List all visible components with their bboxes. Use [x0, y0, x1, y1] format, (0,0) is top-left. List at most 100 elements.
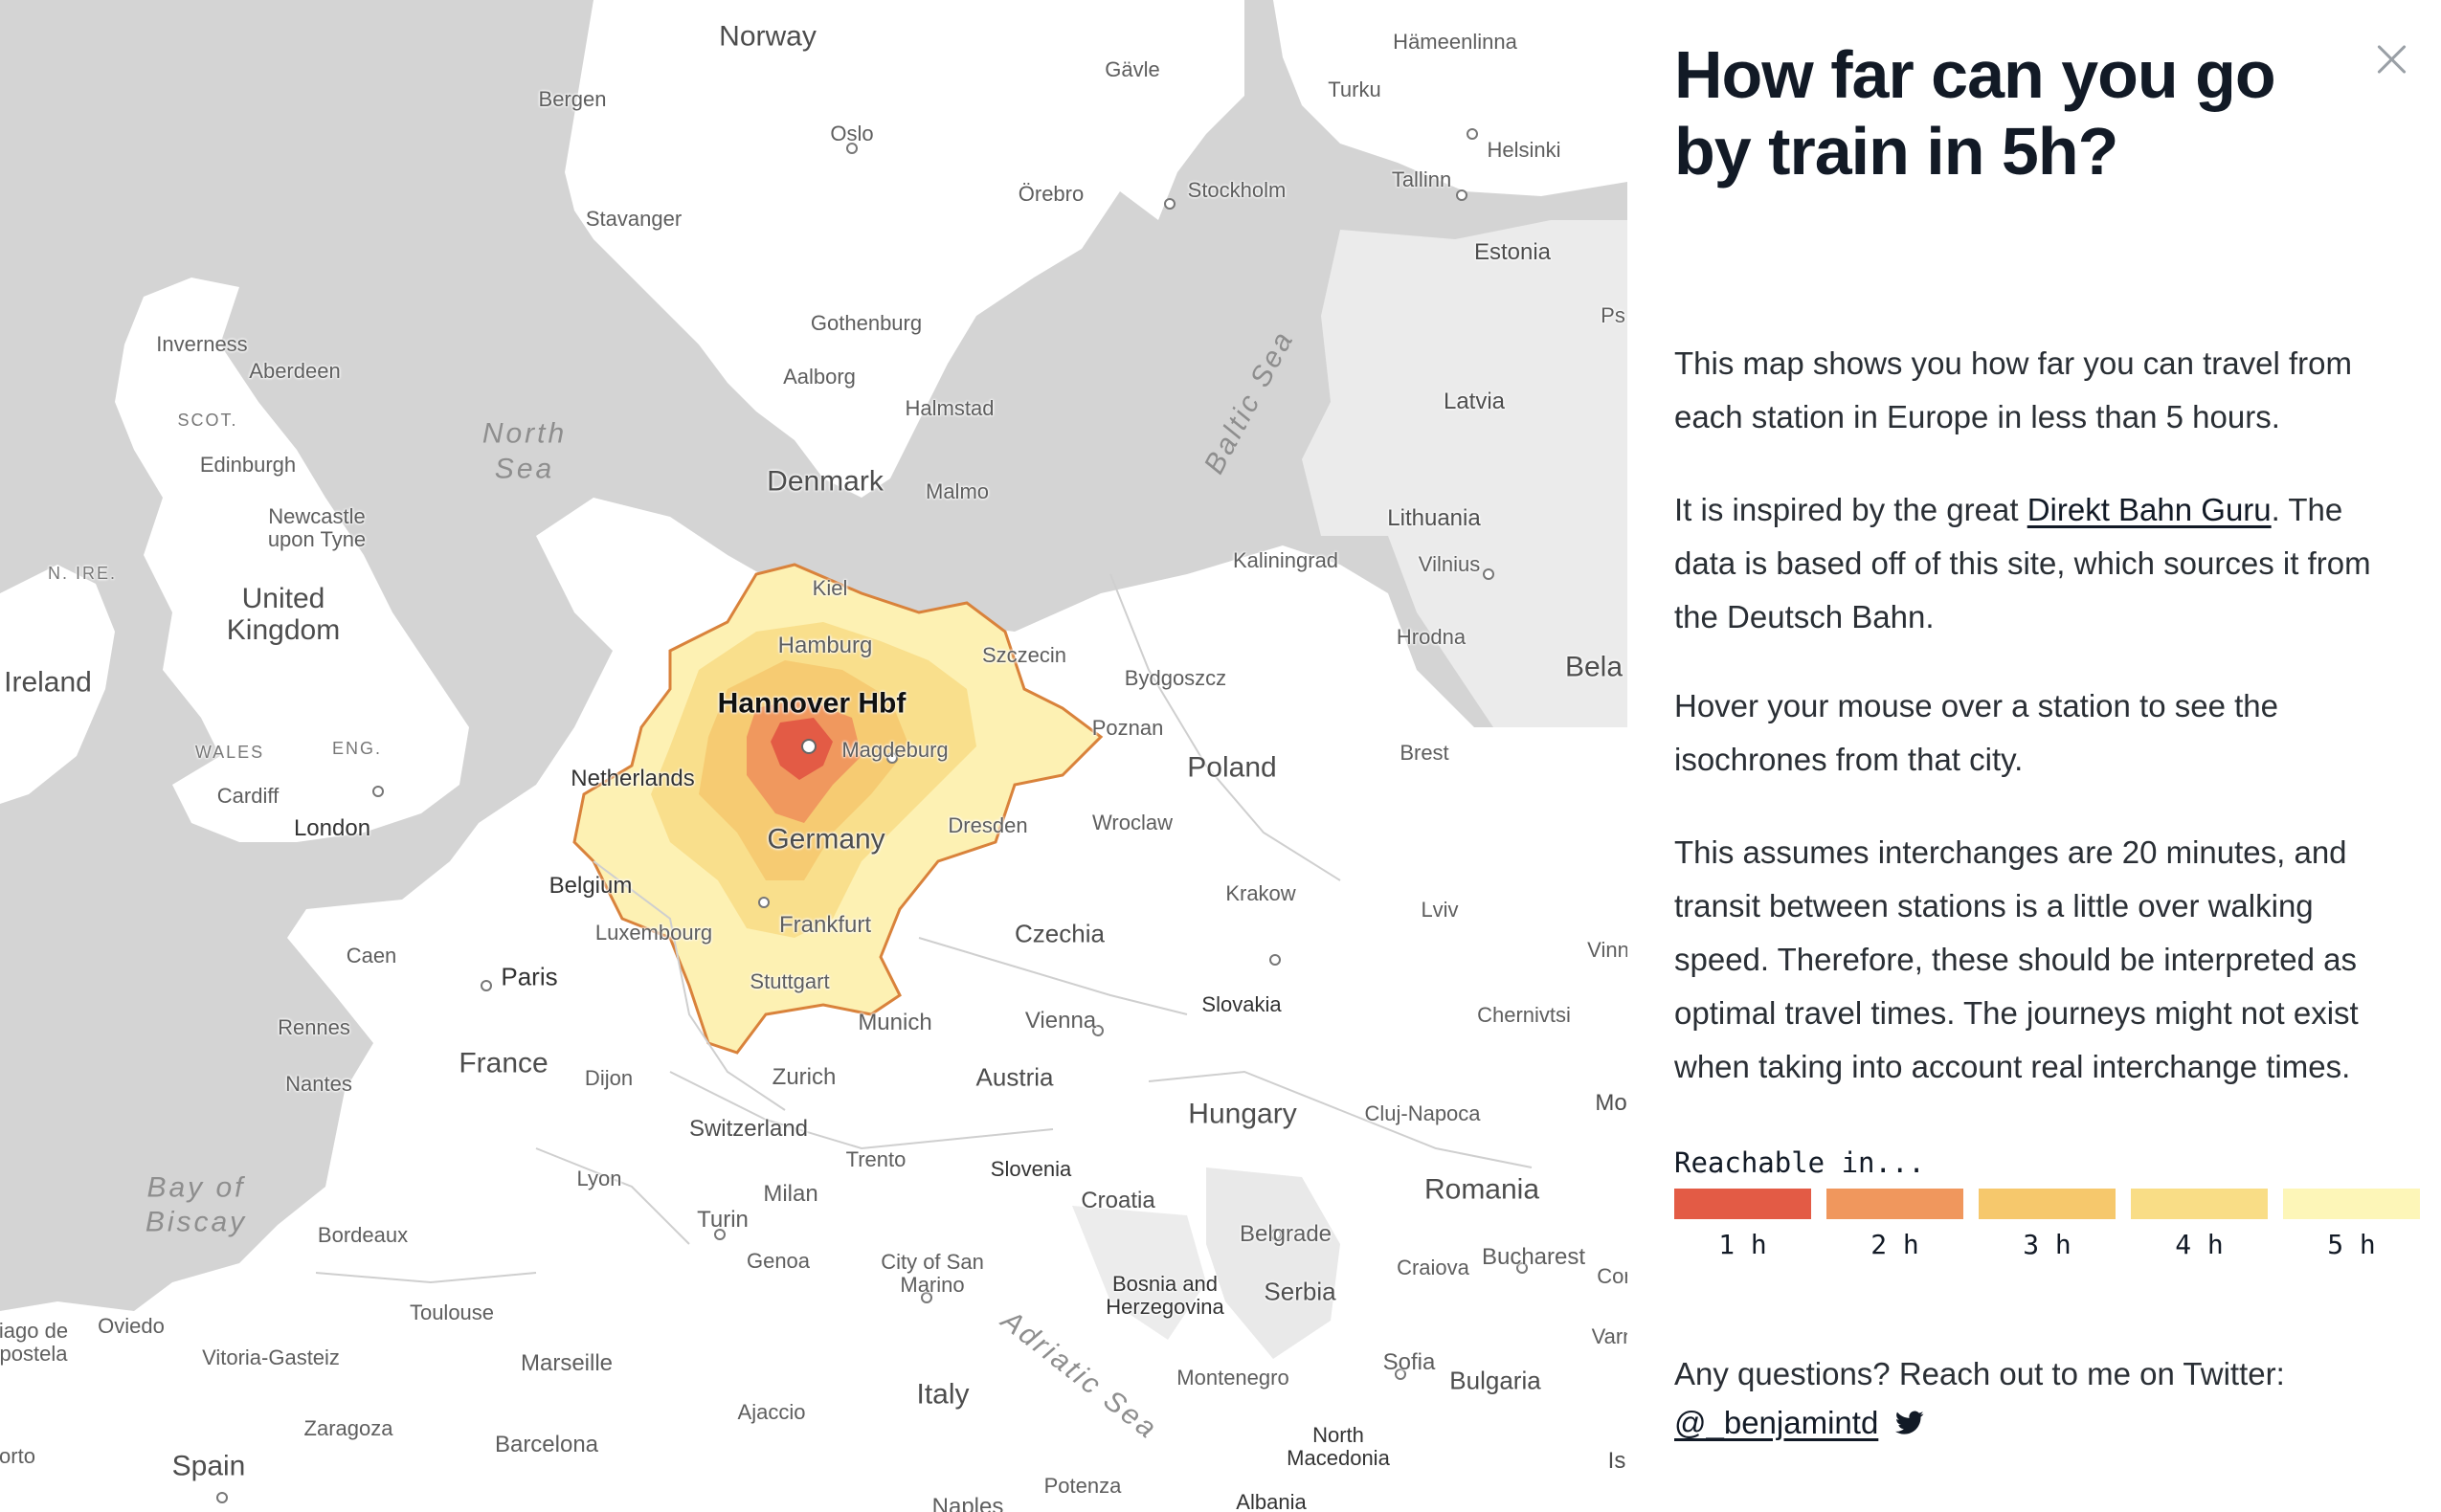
legend-swatch [1979, 1189, 2116, 1219]
label-inverness: Inverness [156, 331, 248, 356]
label-orto: orto [0, 1443, 35, 1468]
twitter-row: @_benjamintd [1674, 1405, 1924, 1441]
label-hameenlinna: Hämeenlinna [1393, 29, 1517, 54]
label-selected-station[interactable]: Hannover Hbf [717, 687, 907, 720]
label-lithuania: Lithuania [1387, 504, 1481, 531]
label-scot: SCOT. [177, 411, 238, 431]
land-bosnia [1072, 1206, 1206, 1340]
label-helsinki: Helsinki [1487, 137, 1561, 162]
label-north-sea-1: North [481, 417, 568, 450]
label-kiel: Kiel [812, 575, 848, 600]
label-stockholm: Stockholm [1187, 177, 1287, 202]
hannover-marker [801, 739, 817, 754]
legend-item-4h: 4 h [2131, 1189, 2268, 1260]
legend-label: 4 h [2175, 1229, 2224, 1260]
label-barcelona: Barcelona [494, 1431, 599, 1457]
land-britain [115, 278, 469, 842]
label-austria: Austria [975, 1062, 1054, 1092]
intro-text: This map shows you how far you can trave… [1674, 345, 2352, 434]
label-turku: Turku [1328, 77, 1381, 101]
label-poland: Poland [1187, 751, 1277, 784]
label-czechia: Czechia [1015, 919, 1105, 948]
map-canvas[interactable]: Norway Bergen Oslo Stavanger Gävle Örebr… [0, 0, 1627, 1512]
label-santiago: iago de postela [0, 1318, 69, 1366]
twitter-handle-link[interactable]: @_benjamintd [1674, 1405, 1879, 1440]
label-bela: Bela [1564, 651, 1624, 683]
label-stuttgart: Stuttgart [750, 968, 830, 993]
label-vitoria: Vitoria-Gasteiz [202, 1345, 340, 1369]
label-north-macedonia: North Macedonia [1287, 1422, 1390, 1470]
legend-label: 2 h [1870, 1229, 1919, 1260]
label-albania: Albania [1236, 1489, 1307, 1512]
legend-item-1h: 1 h [1674, 1189, 1811, 1260]
label-magdeburg: Magdeburg [841, 737, 949, 762]
isochrone-layers [572, 563, 1104, 1055]
label-genoa: Genoa [746, 1248, 811, 1273]
label-cardiff: Cardiff [216, 783, 280, 808]
label-ajaccio: Ajaccio [737, 1399, 806, 1424]
label-marseille: Marseille [520, 1349, 614, 1376]
land-ireland [0, 565, 115, 804]
label-north-sea-2: Sea [494, 453, 555, 485]
label-naples: Naples [931, 1493, 1004, 1512]
label-london: London [293, 814, 371, 841]
label-oviedo: Oviedo [98, 1313, 165, 1338]
label-estonia: Estonia [1473, 238, 1552, 265]
label-germany: Germany [767, 823, 885, 856]
label-craiova: Craiova [1397, 1255, 1469, 1279]
label-romania: Romania [1423, 1173, 1540, 1206]
label-bay-of: Bay of [146, 1171, 246, 1204]
label-wroclaw: Wroclaw [1092, 810, 1173, 834]
label-brest: Brest [1400, 740, 1449, 765]
assumptions-text: This assumes interchanges are 20 minutes… [1674, 834, 2359, 1084]
label-ireland: Ireland [4, 666, 92, 699]
label-newcastle: Newcastle upon Tyne [267, 503, 367, 551]
label-halmstad: Halmstad [905, 395, 995, 420]
land-scandinavia [565, 0, 1244, 498]
label-cor: Cor [1597, 1263, 1627, 1288]
label-bulgaria: Bulgaria [1449, 1366, 1541, 1395]
close-button[interactable] [2370, 38, 2414, 82]
label-aalborg: Aalborg [783, 364, 856, 389]
label-bucharest: Bucharest [1481, 1243, 1586, 1270]
label-zaragoza: Zaragoza [303, 1415, 393, 1440]
label-gavle: Gävle [1105, 56, 1160, 81]
label-turin: Turin [697, 1206, 749, 1233]
label-munich: Munich [858, 1009, 932, 1035]
direkt-bahn-guru-link[interactable]: Direkt Bahn Guru [2027, 492, 2272, 527]
label-slovakia: Slovakia [1201, 991, 1282, 1016]
legend-swatch [1826, 1189, 1963, 1219]
twitter-bird-icon[interactable] [1895, 1411, 1924, 1435]
legend-label: 1 h [1718, 1229, 1767, 1260]
label-chernivtsi: Chernivtsi [1477, 1002, 1571, 1027]
label-mo: Mo [1595, 1089, 1627, 1116]
label-latvia: Latvia [1443, 388, 1506, 414]
label-croatia: Croatia [1081, 1187, 1155, 1213]
inspired-suffix: . The data is based off of this site, wh… [1674, 492, 2371, 634]
label-vinn: Vinn [1587, 937, 1627, 962]
label-nantes: Nantes [285, 1071, 352, 1096]
label-france: France [459, 1047, 549, 1079]
legend-item-5h: 5 h [2283, 1189, 2420, 1260]
label-norway: Norway [719, 20, 817, 53]
land-baltics [1302, 220, 1627, 727]
label-hungary: Hungary [1188, 1098, 1297, 1130]
label-vienna: Vienna [1024, 1007, 1097, 1034]
label-wales: WALES [194, 743, 265, 763]
label-varn: Varn [1591, 1323, 1627, 1348]
label-kaliningrad: Kaliningrad [1232, 547, 1339, 572]
label-eng: ENG. [331, 739, 383, 759]
label-montenegro: Montenegro [1176, 1365, 1289, 1390]
label-hamburg: Hamburg [777, 632, 873, 658]
legend-label: 5 h [2327, 1229, 2376, 1260]
label-trento: Trento [845, 1146, 907, 1171]
label-szczecin: Szczecin [981, 642, 1067, 667]
label-orebro: Örebro [1018, 181, 1085, 206]
label-bordeaux: Bordeaux [317, 1222, 409, 1247]
label-poznan: Poznan [1091, 715, 1164, 740]
label-belgrade: Belgrade [1239, 1220, 1332, 1247]
hover-hint-text: Hover your mouse over a station to see t… [1674, 688, 2278, 777]
label-edinburgh: Edinburgh [199, 452, 297, 477]
legend-item-3h: 3 h [1979, 1189, 2116, 1260]
inspired-text: It is inspired by the great Direkt Bahn … [1674, 483, 2402, 644]
